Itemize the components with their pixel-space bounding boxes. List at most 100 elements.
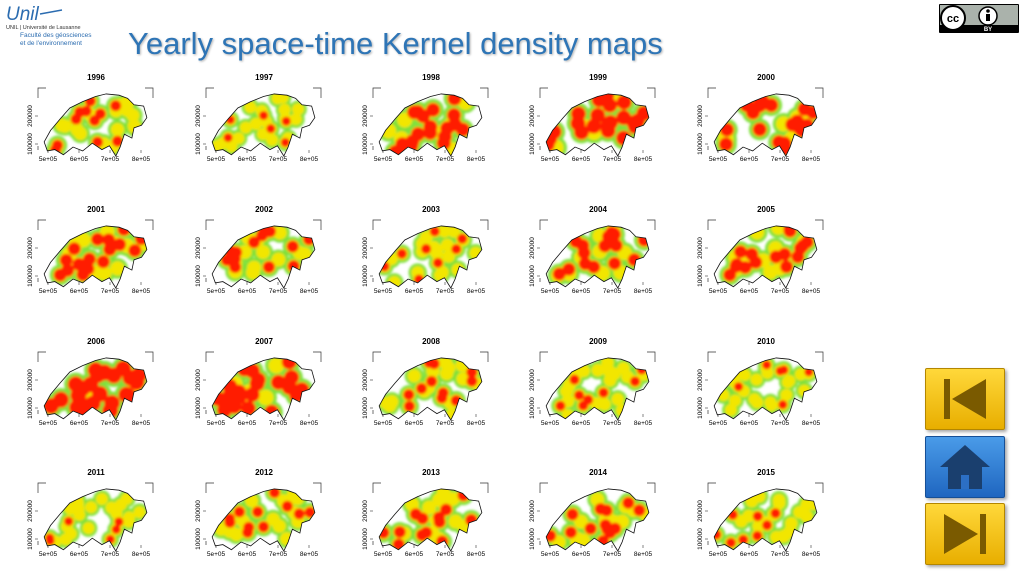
x-tick-label: 8e+05: [634, 420, 653, 427]
density-map: 2003 5e+05 6e+05 7e+05 8e+05 100000 200000: [362, 205, 489, 295]
x-tick-label: 8e+05: [132, 551, 151, 558]
faculty: et de l'environnement: [20, 40, 82, 47]
map-year: 2003: [422, 205, 440, 214]
y-tick-label: 100000: [362, 265, 369, 287]
y-tick-label: 200000: [362, 105, 369, 127]
y-tick-label: 100000: [529, 397, 536, 419]
y-tick-label: 200000: [362, 369, 369, 391]
x-tick-label: 7e+05: [603, 551, 622, 558]
x-tick-label: 6e+05: [572, 156, 591, 163]
y-tick-label: 100000: [195, 265, 202, 287]
density-map: 1999 5e+05 6e+05 7e+05 8e+05 100000 200000: [529, 73, 656, 163]
y-tick-label: 200000: [697, 105, 704, 127]
density-map: 2005 5e+05 6e+05 7e+05 8e+05 100000 200000: [697, 205, 824, 295]
plot-frame: [37, 219, 154, 282]
y-tick-label: 200000: [529, 500, 536, 522]
plot-frame: [707, 87, 824, 150]
x-tick-label: 7e+05: [771, 156, 790, 163]
country-outline: [378, 225, 483, 289]
x-tick-label: 8e+05: [467, 288, 486, 295]
svg-text:cc: cc: [947, 13, 959, 25]
density-surface: [212, 488, 315, 549]
x-tick-label: 5e+05: [709, 156, 728, 163]
y-tick-label: 200000: [27, 237, 34, 259]
map-year: 2009: [589, 337, 607, 346]
x-tick-label: 5e+05: [374, 156, 393, 163]
y-tick-label: 200000: [27, 500, 34, 522]
x-tick-label: 5e+05: [709, 551, 728, 558]
x-tick-label: 5e+05: [541, 420, 560, 427]
density-map: 2000 5e+05 6e+05 7e+05 8e+05 100000 200000: [697, 73, 824, 163]
plot-frame: [37, 351, 154, 414]
y-tick-label: 200000: [697, 500, 704, 522]
x-tick-label: 8e+05: [132, 156, 151, 163]
x-tick-label: 5e+05: [207, 288, 226, 295]
y-tick-label: 200000: [529, 237, 536, 259]
y-tick-label: 200000: [27, 369, 34, 391]
x-tick-label: 6e+05: [572, 551, 591, 558]
x-tick-label: 8e+05: [300, 156, 319, 163]
x-tick-label: 7e+05: [436, 420, 455, 427]
x-tick-label: 6e+05: [70, 156, 89, 163]
plot-frame: [372, 87, 489, 150]
plot-frame: [707, 351, 824, 414]
country-outline: [211, 488, 316, 552]
x-tick-label: 8e+05: [300, 420, 319, 427]
x-tick-label: 7e+05: [771, 420, 790, 427]
map-year: 2006: [87, 337, 105, 346]
plot-frame: [707, 482, 824, 545]
previous-button[interactable]: [925, 368, 1005, 430]
density-map: 2008 5e+05 6e+05 7e+05 8e+05 100000 200000: [362, 337, 489, 427]
x-tick-label: 7e+05: [603, 420, 622, 427]
plot-frame: [372, 219, 489, 282]
plot-frame: [37, 482, 154, 545]
previous-icon: [944, 379, 986, 419]
x-tick-label: 6e+05: [740, 288, 759, 295]
density-map: 2013 5e+05 6e+05 7e+05 8e+05 100000 200000: [362, 468, 489, 558]
country-outline: [713, 488, 818, 552]
home-button[interactable]: [925, 436, 1005, 498]
x-tick-label: 8e+05: [467, 551, 486, 558]
x-tick-label: 8e+05: [634, 156, 653, 163]
plot-frame: [707, 219, 824, 282]
x-tick-label: 7e+05: [269, 420, 288, 427]
country-outline: [211, 225, 316, 289]
density-surface: [379, 357, 482, 420]
x-tick-label: 8e+05: [467, 420, 486, 427]
country-outline: [545, 488, 650, 552]
country-outline: [713, 225, 818, 289]
y-tick-label: 100000: [27, 528, 34, 550]
map-year: 2015: [757, 468, 775, 477]
x-tick-label: 7e+05: [603, 156, 622, 163]
country-outline: [378, 93, 483, 157]
x-tick-label: 6e+05: [405, 156, 424, 163]
x-tick-label: 5e+05: [374, 288, 393, 295]
x-tick-label: 7e+05: [436, 551, 455, 558]
x-tick-label: 7e+05: [436, 288, 455, 295]
country-outline: [713, 357, 818, 421]
density-surface: [44, 489, 147, 551]
country-outline: [545, 93, 650, 157]
y-tick-label: 200000: [362, 500, 369, 522]
density-map: 2009 5e+05 6e+05 7e+05 8e+05 100000 200000: [529, 337, 656, 427]
map-year: 2010: [757, 337, 775, 346]
x-tick-label: 7e+05: [603, 288, 622, 295]
x-tick-label: 8e+05: [802, 288, 821, 295]
x-tick-label: 5e+05: [39, 288, 58, 295]
x-tick-label: 6e+05: [238, 288, 257, 295]
density-map: 1998 5e+05 6e+05 7e+05 8e+05 100000 200000: [362, 73, 489, 163]
x-tick-label: 7e+05: [101, 288, 120, 295]
x-tick-label: 6e+05: [740, 420, 759, 427]
y-tick-label: 200000: [195, 105, 202, 127]
x-tick-label: 5e+05: [374, 551, 393, 558]
x-tick-label: 5e+05: [39, 156, 58, 163]
next-button[interactable]: [925, 503, 1005, 565]
x-tick-label: 7e+05: [269, 156, 288, 163]
map-year: 2000: [757, 73, 775, 82]
country-outline: [43, 93, 148, 157]
y-tick-label: 200000: [362, 237, 369, 259]
logo: Unil: [6, 4, 40, 25]
plot-frame: [205, 219, 322, 282]
